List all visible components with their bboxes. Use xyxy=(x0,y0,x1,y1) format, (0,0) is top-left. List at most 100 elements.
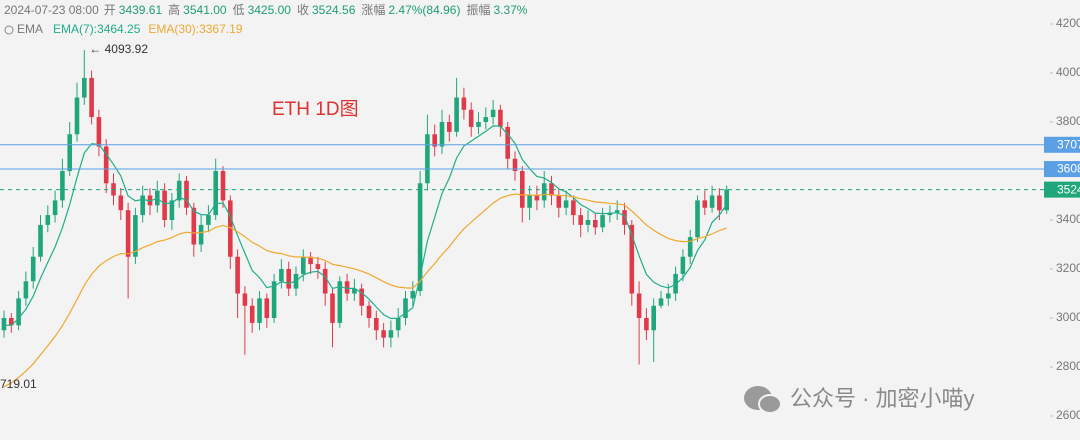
candle-body xyxy=(264,298,270,318)
candle-body xyxy=(82,77,87,98)
header-value: 3439.61 xyxy=(119,3,163,17)
candle-body xyxy=(644,317,649,331)
candle-body xyxy=(600,215,605,228)
candle-body xyxy=(695,200,700,238)
y-tick-label: 3800 xyxy=(1056,114,1080,128)
header-value: 3524.56 xyxy=(312,3,356,17)
candle-body xyxy=(461,97,467,110)
candle-body xyxy=(60,171,65,201)
candle-body xyxy=(658,298,664,306)
candle-body xyxy=(578,215,583,225)
candle-body xyxy=(410,291,416,299)
candle-body xyxy=(74,97,80,135)
candle-body xyxy=(593,220,598,228)
candle-body xyxy=(454,97,459,132)
candle-body xyxy=(366,305,372,318)
candle-body xyxy=(666,293,671,299)
candle-body xyxy=(651,305,656,331)
candle-body xyxy=(680,256,686,274)
candle-body xyxy=(162,190,167,220)
candle-body xyxy=(622,210,627,225)
candle-body xyxy=(125,210,131,257)
candle-body xyxy=(140,195,145,216)
candle-body xyxy=(388,330,394,338)
candle-body xyxy=(344,281,350,294)
candle-body xyxy=(687,237,693,257)
candle-body xyxy=(556,195,562,208)
candle-body xyxy=(301,256,306,274)
candle-body xyxy=(315,264,321,269)
candle-body xyxy=(176,180,182,201)
y-tick-label: 2800 xyxy=(1056,359,1080,373)
y-tick-label: 3400 xyxy=(1056,212,1080,226)
candle-body xyxy=(534,195,540,201)
candle-body xyxy=(381,330,386,338)
candle-body xyxy=(330,293,335,323)
header-key: 收 xyxy=(297,3,309,17)
header-value: 2.47%(84.96) xyxy=(388,3,460,17)
candle-body xyxy=(468,109,474,127)
candle-body xyxy=(549,183,554,196)
candle-body xyxy=(191,207,197,245)
candle-body xyxy=(118,195,124,211)
candle-body xyxy=(629,224,635,294)
y-tick-label: 2600 xyxy=(1056,408,1080,422)
candle-body xyxy=(432,134,437,147)
y-tick-label: 3200 xyxy=(1056,261,1080,275)
candle-body xyxy=(527,195,532,208)
header-key: 涨幅 xyxy=(361,2,385,17)
candle-body xyxy=(30,256,36,282)
candle-body xyxy=(374,317,379,331)
candle-body xyxy=(403,298,408,318)
header-key: 振幅 xyxy=(466,2,490,17)
candle-body xyxy=(213,171,218,216)
candle-body xyxy=(220,171,226,201)
candle-body xyxy=(206,215,211,225)
candle-body xyxy=(45,215,51,225)
legend-entry: EMA(7):3464.25 xyxy=(53,22,141,36)
candle-body xyxy=(490,109,496,118)
candle-body xyxy=(308,256,313,265)
candle-body xyxy=(709,195,715,208)
price-label-box xyxy=(1044,161,1080,178)
candle-body xyxy=(198,224,204,245)
candle-body xyxy=(585,220,591,225)
annotation: ← 4093.92 xyxy=(89,42,148,56)
candle-body xyxy=(184,180,189,208)
candle-body xyxy=(417,183,423,292)
candle-body xyxy=(505,126,510,159)
candle-body xyxy=(395,317,401,331)
price-label: 3707 xyxy=(1057,137,1080,151)
y-tick-label: 4000 xyxy=(1056,65,1080,79)
candle-body xyxy=(257,298,262,323)
candle-body xyxy=(702,200,708,208)
candle-body xyxy=(636,293,642,318)
candle-body xyxy=(359,288,364,306)
candle-body xyxy=(228,200,233,257)
legend-title: EMA xyxy=(17,22,43,36)
candle-body xyxy=(614,210,620,213)
legend-icon xyxy=(4,25,14,35)
candle-body xyxy=(425,134,430,184)
price-label-box xyxy=(1044,136,1080,153)
header-key: 低 xyxy=(233,3,245,17)
candle-body xyxy=(103,146,109,184)
candle-body xyxy=(512,158,518,172)
candle-body xyxy=(724,189,729,211)
candle-body xyxy=(476,122,481,127)
price-label-box xyxy=(1044,181,1080,198)
candle-body xyxy=(38,224,43,257)
candle-body xyxy=(169,200,175,220)
candles xyxy=(1,49,729,365)
candle-body xyxy=(352,288,357,294)
candle-body xyxy=(447,122,452,132)
header-value: 3541.00 xyxy=(183,3,227,17)
legend-entry: EMA(30):3367.19 xyxy=(148,22,242,36)
chart-title: ETH 1D图 xyxy=(272,99,359,120)
legend: EMA EMA(7):3464.25 EMA(30):3367.19 xyxy=(4,22,243,36)
candle-body xyxy=(483,117,489,123)
candle-body xyxy=(541,183,547,201)
